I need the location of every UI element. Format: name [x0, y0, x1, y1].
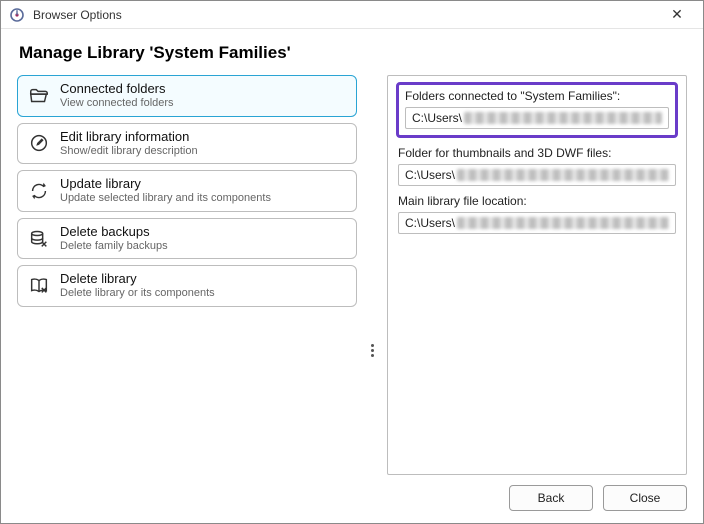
- highlight-region: Folders connected to "System Families": …: [396, 82, 678, 138]
- option-label: Edit library information: [60, 130, 198, 145]
- option-desc: Delete library or its components: [60, 287, 215, 300]
- option-connected-folders[interactable]: Connected folders View connected folders: [17, 75, 357, 117]
- redacted-path: [457, 217, 669, 229]
- window-close-button[interactable]: ✕: [657, 1, 697, 29]
- details-panel: Folders connected to "System Families": …: [387, 75, 687, 475]
- close-icon: ✕: [671, 6, 683, 23]
- option-delete-library[interactable]: Delete library Delete library or its com…: [17, 265, 357, 307]
- option-label: Connected folders: [60, 82, 174, 97]
- option-desc: View connected folders: [60, 97, 174, 110]
- database-x-icon: [28, 228, 50, 250]
- button-label: Back: [538, 491, 565, 505]
- option-desc: Delete family backups: [60, 240, 168, 253]
- redacted-path: [464, 112, 662, 124]
- main-library-label: Main library file location:: [398, 194, 676, 208]
- page-title: Manage Library 'System Families': [19, 43, 687, 63]
- dialog-body: Manage Library 'System Families' Connect…: [1, 29, 703, 523]
- option-desc: Show/edit library description: [60, 145, 198, 158]
- pencil-icon: [28, 132, 50, 154]
- titlebar: Browser Options ✕: [1, 1, 703, 29]
- book-x-icon: [28, 275, 50, 297]
- option-edit-library[interactable]: Edit library information Show/edit libra…: [17, 123, 357, 165]
- connected-folder-path[interactable]: C:\Users\: [405, 107, 669, 129]
- option-label: Delete backups: [60, 225, 168, 240]
- thumbnails-folder-path[interactable]: C:\Users\: [398, 164, 676, 186]
- app-icon: [9, 7, 25, 23]
- button-label: Close: [630, 491, 661, 505]
- folder-open-icon: [28, 85, 50, 107]
- redacted-path: [457, 169, 669, 181]
- main-library-path[interactable]: C:\Users\: [398, 212, 676, 234]
- window-title: Browser Options: [33, 8, 122, 22]
- thumbnails-folder-label: Folder for thumbnails and 3D DWF files:: [398, 146, 676, 160]
- close-button[interactable]: Close: [603, 485, 687, 511]
- path-prefix: C:\Users\: [405, 168, 455, 182]
- option-update-library[interactable]: Update library Update selected library a…: [17, 170, 357, 212]
- option-label: Delete library: [60, 272, 215, 287]
- refresh-icon: [28, 180, 50, 202]
- path-prefix: C:\Users\: [405, 216, 455, 230]
- dialog-footer: Back Close: [17, 475, 687, 511]
- options-list: Connected folders View connected folders…: [17, 75, 357, 475]
- option-label: Update library: [60, 177, 271, 192]
- option-desc: Update selected library and its componen…: [60, 192, 271, 205]
- kebab-icon[interactable]: [367, 344, 377, 357]
- dialog-window: Browser Options ✕ Manage Library 'System…: [0, 0, 704, 524]
- connected-folders-label: Folders connected to "System Families":: [405, 89, 669, 103]
- path-prefix: C:\Users\: [412, 111, 462, 125]
- option-delete-backups[interactable]: Delete backups Delete family backups: [17, 218, 357, 260]
- back-button[interactable]: Back: [509, 485, 593, 511]
